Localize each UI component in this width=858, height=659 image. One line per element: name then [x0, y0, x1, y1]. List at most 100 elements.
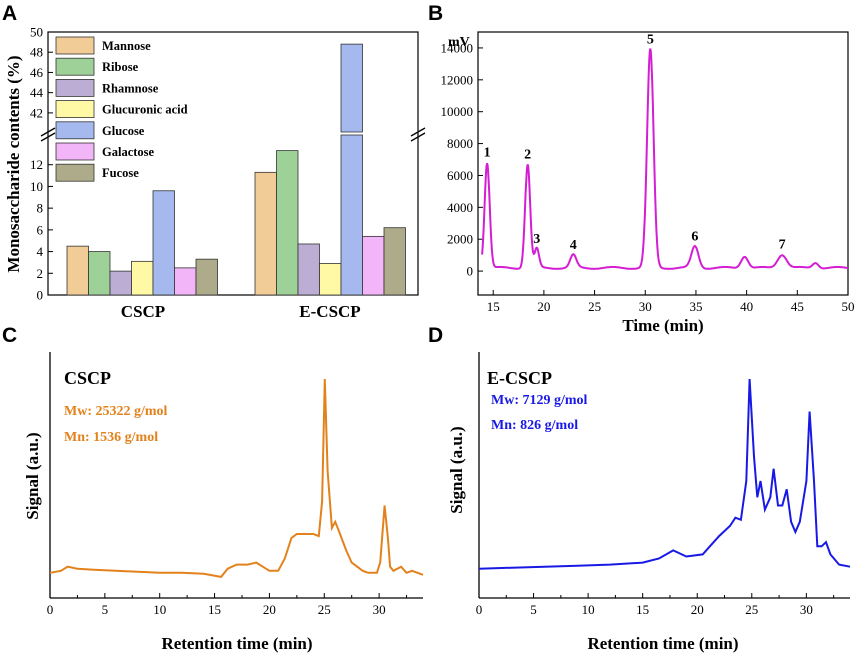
y-tick-label: 46: [30, 65, 44, 80]
bar: [340, 134, 363, 296]
y-tick-label: 8: [37, 201, 44, 216]
x-tick-label: 20: [263, 602, 276, 617]
x-axis-label: Retention time (min): [587, 634, 738, 653]
y-tick-label: 10000: [441, 104, 474, 119]
bar: [174, 267, 197, 296]
legend-label: Fucose: [102, 166, 139, 180]
legend-swatch: [55, 79, 95, 97]
x-tick-label: 45: [791, 299, 804, 314]
bar: [276, 150, 299, 296]
y-axis-label: Signal (a.u.): [447, 426, 466, 513]
y-tick-label: 12: [30, 157, 43, 172]
x-tick-label: 10: [153, 602, 166, 617]
bar: [383, 227, 406, 296]
x-tick-label: 20: [537, 299, 550, 314]
y-tick-label: 2000: [447, 232, 473, 247]
bar: [195, 258, 218, 296]
y-tick-label: 50: [30, 25, 43, 40]
legend-label: Galactose: [102, 145, 155, 159]
x-tick-label: 30: [373, 602, 386, 617]
chart-title: E-CSCP: [487, 368, 552, 388]
x-axis-label: Time (min): [622, 316, 703, 335]
mn-annotation: Mn: 826 g/mol: [491, 418, 578, 433]
panel-label-d: D: [428, 324, 443, 347]
bar: [340, 43, 363, 133]
x-tick-label: 15: [208, 602, 221, 617]
x-tick-label: 0: [47, 602, 54, 617]
y-tick-label: 42: [30, 105, 43, 120]
x-tick-label: 15: [636, 602, 649, 617]
x-tick-label: 40: [740, 299, 753, 314]
x-tick-label: 35: [689, 299, 702, 314]
y-tick-label: 4: [37, 244, 44, 259]
legend-swatch: [55, 36, 95, 55]
panel-label-c: C: [2, 324, 17, 347]
x-category-label: E-CSCP: [299, 302, 360, 321]
x-tick-label: 0: [476, 602, 483, 617]
x-tick-label: 10: [582, 602, 595, 617]
peak-label: 5: [647, 33, 654, 48]
peak-label: 1: [484, 146, 491, 161]
signal-line: [49, 378, 424, 578]
signal-line: [478, 378, 851, 570]
legend-swatch: [55, 100, 95, 118]
x-tick-label: 5: [530, 602, 537, 617]
bar: [88, 251, 111, 296]
plot-frame: [477, 31, 849, 296]
y-tick-label: 6: [37, 222, 44, 237]
y-tick-label: 4000: [447, 200, 473, 215]
bar: [297, 243, 320, 296]
bar: [319, 263, 342, 296]
legend-label: Glucose: [102, 124, 145, 138]
x-tick-label: 25: [318, 602, 331, 617]
legend-swatch: [55, 163, 95, 182]
mw-annotation: Mw: 7129 g/mol: [491, 393, 588, 408]
x-axis-label: Retention time (min): [161, 634, 312, 653]
x-tick-label: 20: [691, 602, 704, 617]
y-tick-label: 48: [30, 45, 43, 60]
y-tick-label: 14000: [441, 40, 474, 55]
peak-label: 6: [691, 229, 698, 244]
y-tick-label: 12000: [441, 72, 474, 87]
bar: [254, 171, 277, 296]
axis-break-mark: [410, 132, 426, 142]
legend-label: Ribose: [102, 60, 139, 74]
y-tick-label: 0: [37, 288, 44, 303]
x-tick-label: 5: [102, 602, 109, 617]
legend-swatch: [55, 142, 95, 161]
mw-annotation: Mw: 25322 g/mol: [64, 404, 168, 419]
legend-swatch: [55, 121, 95, 140]
x-tick-label: 50: [842, 299, 855, 314]
x-tick-label: 25: [745, 602, 758, 617]
legend-swatch: [55, 57, 95, 76]
peak-label: 7: [779, 237, 786, 252]
x-category-label: CSCP: [121, 302, 165, 321]
axis-break-mark: [410, 127, 426, 137]
y-axis-label: Monosaccharide contents (%): [4, 55, 23, 272]
y-tick-label: 0: [467, 264, 474, 279]
axis-break-mark: [40, 127, 56, 137]
x-tick-label: 30: [800, 602, 813, 617]
y-tick-label: 44: [30, 85, 44, 100]
plot-frame: [47, 31, 419, 296]
x-tick-label: 15: [487, 299, 500, 314]
y-tick-label: 2: [37, 266, 44, 281]
mn-annotation: Mn: 1536 g/mol: [64, 430, 158, 445]
axis-break-mark: [40, 132, 56, 142]
peak-label: 2: [524, 147, 531, 162]
legend-label: Mannose: [102, 39, 151, 53]
bar: [131, 260, 154, 296]
peak-label: 3: [533, 232, 540, 247]
x-tick-label: 30: [639, 299, 652, 314]
legend-label: Glucuronic acid: [102, 103, 188, 117]
legend-label: Rhamnose: [102, 81, 159, 95]
gpc-chart-ecscp: 0 5 10 15 20 25 30 E-CSCP Mw: 7129 g/mol Mn: 8…: [447, 352, 851, 653]
bar: [109, 270, 132, 296]
y-tick-label: 8000: [447, 136, 473, 151]
y-tick-label: 6000: [447, 168, 473, 183]
hplc-chromatogram: 15 20 25 30 35 40 45 50020004000600080001000012…: [441, 31, 855, 335]
x-tick-label: 25: [588, 299, 601, 314]
y-tick-label: 10: [30, 179, 43, 194]
